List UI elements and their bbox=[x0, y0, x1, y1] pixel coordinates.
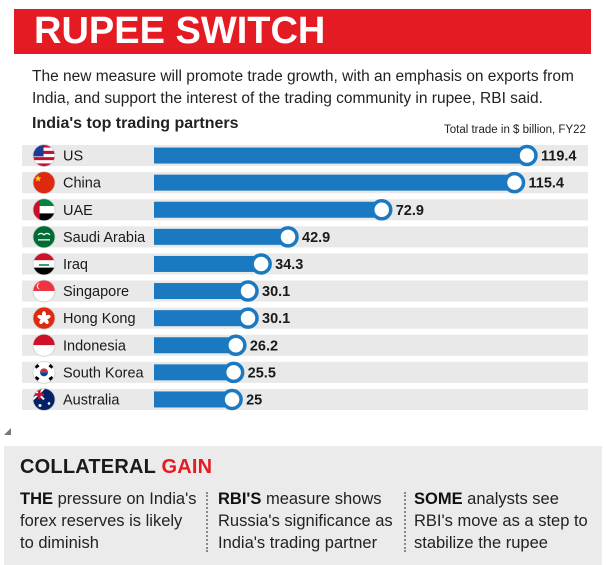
bar-end-marker bbox=[503, 171, 526, 194]
bar bbox=[154, 147, 527, 164]
bar-end-marker bbox=[370, 199, 393, 221]
point-2-lead: RBI'S bbox=[218, 490, 262, 508]
panel-title: COLLATERAL GAIN bbox=[20, 456, 212, 479]
bar bbox=[154, 337, 236, 354]
value-label: 115.4 bbox=[529, 176, 565, 192]
bar bbox=[154, 283, 249, 300]
singapore-flag-icon bbox=[32, 279, 56, 303]
value-label: 42.9 bbox=[302, 230, 330, 246]
page-title: RUPEE SWITCH bbox=[34, 10, 326, 52]
australia-flag-icon bbox=[32, 388, 56, 411]
bar-end-marker bbox=[250, 253, 272, 275]
bar-chart: US 119.4 ★ China 115.4 UAE 72.9 Saudi Arabia 42.… bbox=[22, 144, 588, 411]
hong-kong-flag-icon bbox=[32, 306, 56, 330]
subtitle-text: The new measure will promote trade growt… bbox=[32, 68, 574, 107]
category-label: South Korea bbox=[63, 365, 145, 381]
panel-title-accent: GAIN bbox=[161, 456, 213, 478]
category-label: Hong Kong bbox=[63, 311, 136, 327]
unit-label: Total trade in $ billion, FY22 bbox=[444, 124, 586, 136]
bar-end-marker bbox=[221, 388, 243, 411]
category-label: UAE bbox=[63, 203, 93, 219]
point-3-lead: SOME bbox=[414, 490, 463, 508]
category-label: Iraq bbox=[63, 257, 88, 273]
panel-title-main: COLLATERAL bbox=[20, 456, 156, 478]
bar bbox=[154, 255, 262, 272]
china-flag-icon: ★ bbox=[32, 171, 56, 195]
category-label: Saudi Arabia bbox=[63, 230, 146, 246]
category-label: China bbox=[63, 176, 102, 192]
indonesia-flag-icon bbox=[32, 333, 56, 357]
bar bbox=[154, 391, 233, 408]
value-label: 25.5 bbox=[248, 365, 276, 381]
bar-end-marker bbox=[237, 280, 259, 302]
row-band bbox=[22, 253, 588, 275]
bar-end-marker bbox=[225, 334, 247, 356]
separator-1 bbox=[206, 492, 208, 552]
point-2-text: measure shows Russia's significance as I… bbox=[218, 490, 393, 552]
uae-flag-icon bbox=[32, 198, 56, 222]
point-3-text: analysts see RBI's move as a step to sta… bbox=[414, 490, 588, 552]
point-2: RBI'S measure shows Russia's significanc… bbox=[218, 488, 408, 554]
bar bbox=[154, 228, 289, 245]
bar bbox=[154, 310, 249, 327]
iraq-flag-icon bbox=[32, 252, 56, 276]
point-3: SOME analysts see RBI's move as a step t… bbox=[414, 488, 599, 554]
corner-marker bbox=[4, 428, 11, 435]
south-korea-flag-icon bbox=[32, 360, 56, 384]
chart-title: India's top trading partners bbox=[32, 115, 239, 132]
bar-end-marker bbox=[237, 307, 259, 329]
value-label: 34.3 bbox=[275, 257, 303, 273]
point-1: THE pressure on India's forex reserves i… bbox=[20, 488, 200, 554]
value-label: 119.4 bbox=[541, 149, 577, 165]
bar-end-marker bbox=[277, 226, 299, 248]
category-label: Indonesia bbox=[63, 338, 127, 354]
bar-end-marker bbox=[222, 361, 245, 384]
bar bbox=[154, 174, 515, 191]
bar bbox=[154, 201, 382, 218]
value-label: 30.1 bbox=[262, 311, 290, 327]
separator-2 bbox=[404, 492, 406, 552]
category-label: Australia bbox=[63, 392, 120, 408]
us-flag-icon bbox=[32, 144, 56, 167]
category-label: US bbox=[63, 149, 83, 165]
point-1-text: pressure on India's forex reserves is li… bbox=[20, 490, 197, 552]
value-label: 72.9 bbox=[396, 203, 424, 219]
bar bbox=[154, 364, 234, 381]
value-label: 26.2 bbox=[250, 338, 278, 354]
value-label: 30.1 bbox=[262, 284, 290, 300]
collateral-gain-panel: COLLATERAL GAIN THE pressure on India's … bbox=[4, 446, 602, 565]
value-label: 25 bbox=[246, 392, 262, 408]
saudi-arabia-flag-icon bbox=[32, 225, 56, 249]
svg-text:★: ★ bbox=[34, 175, 42, 185]
bar-end-marker bbox=[516, 144, 538, 167]
point-1-lead: THE bbox=[20, 490, 53, 508]
category-label: Singapore bbox=[63, 284, 129, 300]
header-banner: RUPEE SWITCH bbox=[14, 9, 591, 54]
